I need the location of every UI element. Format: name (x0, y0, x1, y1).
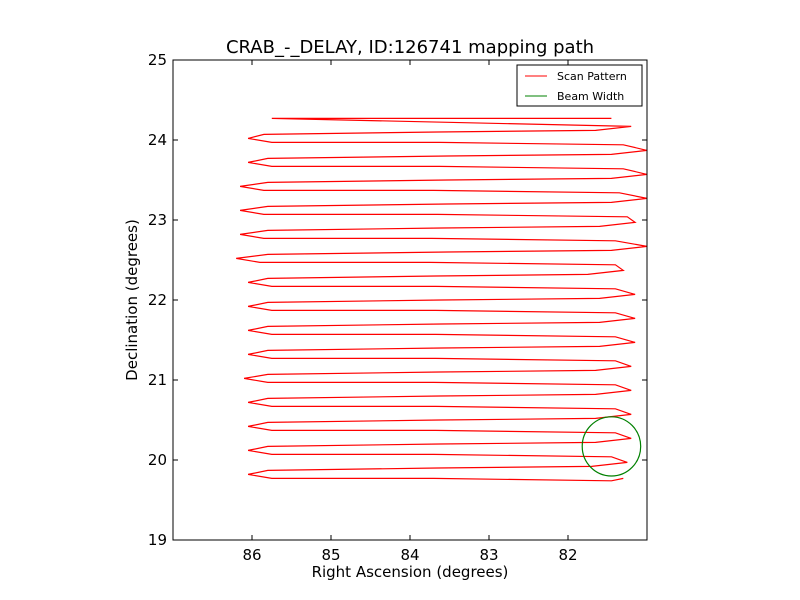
scan-pattern-layer (236, 117, 648, 482)
beam-width-circle (581, 416, 642, 477)
axis-ticks: 86 85 84 83 82 19 20 21 22 23 24 25 (148, 51, 647, 564)
y-tick-label: 23 (148, 211, 167, 229)
scan-pattern-line (236, 117, 648, 482)
y-tick-label: 21 (148, 371, 167, 389)
beam-width-layer (581, 416, 642, 477)
x-tick-label: 84 (400, 546, 419, 564)
y-tick-label: 20 (148, 451, 167, 469)
x-axis-label: Right Ascension (degrees) (312, 563, 509, 581)
x-tick-label: 82 (558, 546, 577, 564)
x-tick-label: 83 (479, 546, 498, 564)
chart-title: CRAB_-_DELAY, ID:126741 mapping path (226, 37, 594, 58)
legend-label-beam-width: Beam Width (557, 90, 624, 103)
y-tick-label: 24 (148, 131, 167, 149)
y-tick-label: 19 (148, 531, 167, 549)
y-tick-label: 25 (148, 51, 167, 69)
legend-box (516, 64, 643, 107)
legend-label-scan-pattern: Scan Pattern (557, 70, 627, 83)
y-axis-label: Declination (degrees) (123, 219, 141, 381)
y-tick-label: 22 (148, 291, 167, 309)
legend: Scan Pattern Beam Width (516, 64, 643, 107)
x-tick-label: 85 (321, 546, 340, 564)
plot-frame (172, 59, 648, 541)
x-tick-label: 86 (242, 546, 261, 564)
